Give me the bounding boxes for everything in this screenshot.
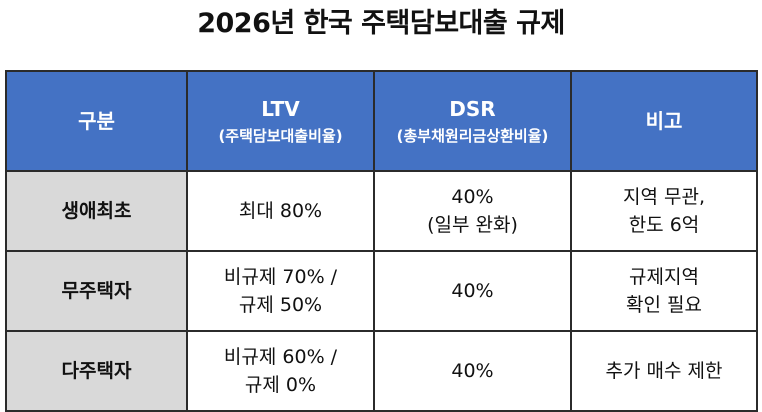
row-note: 규제지역 확인 필요 — [570, 250, 758, 332]
header-row: 구분 LTV (주택담보대출비율) DSR (총부채원리금상환비율) 비고 — [5, 70, 758, 172]
row-ltv: 비규제 70% / 규제 50% — [186, 250, 375, 332]
header-dsr: DSR (총부채원리금상환비율) — [373, 70, 572, 172]
row-ltv: 비규제 60% / 규제 0% — [186, 330, 375, 412]
table-row: 다주택자 비규제 60% / 규제 0% 40% 추가 매수 제한 — [5, 330, 758, 412]
table-row: 무주택자 비규제 70% / 규제 50% 40% 규제지역 확인 필요 — [5, 250, 758, 332]
table-row: 생애최초 최대 80% 40% (일부 완화) 지역 무관, 한도 6억 — [5, 170, 758, 252]
header-ltv: LTV (주택담보대출비율) — [186, 70, 375, 172]
row-category: 다주택자 — [5, 330, 188, 412]
row-ltv: 최대 80% — [186, 170, 375, 252]
row-category: 생애최초 — [5, 170, 188, 252]
row-note: 추가 매수 제한 — [570, 330, 758, 412]
row-note: 지역 무관, 한도 6억 — [570, 170, 758, 252]
row-dsr: 40% (일부 완화) — [373, 170, 572, 252]
header-category: 구분 — [5, 70, 188, 172]
row-category: 무주택자 — [5, 250, 188, 332]
page-title: 2026년 한국 주택담보대출 규제 — [197, 8, 565, 39]
row-dsr: 40% — [373, 330, 572, 412]
row-dsr: 40% — [373, 250, 572, 332]
header-note: 비고 — [570, 70, 758, 172]
regulation-table: 구분 LTV (주택담보대출비율) DSR (총부채원리금상환비율) 비고 생애… — [5, 70, 758, 412]
